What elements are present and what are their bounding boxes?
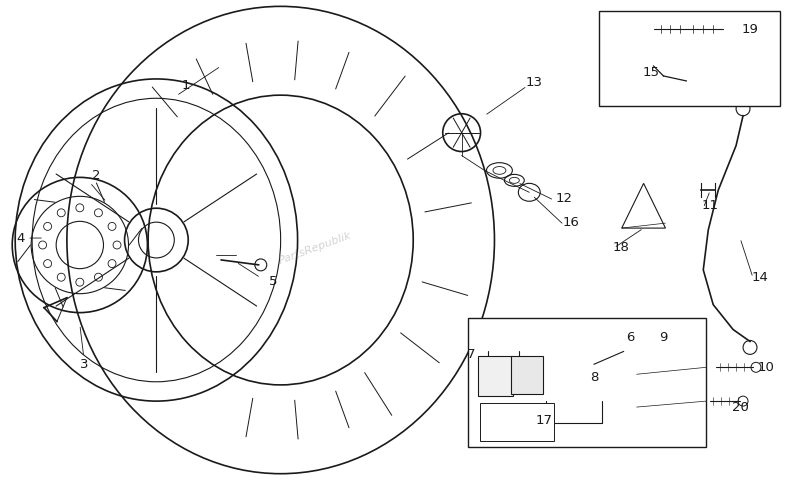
Text: 19: 19 xyxy=(742,23,758,36)
Text: 16: 16 xyxy=(562,216,579,229)
Text: 18: 18 xyxy=(612,242,629,254)
Text: PartsRepublik: PartsRepublik xyxy=(278,230,354,266)
Text: 6: 6 xyxy=(626,331,635,344)
FancyBboxPatch shape xyxy=(599,11,780,106)
Text: 1: 1 xyxy=(182,79,190,93)
Text: 20: 20 xyxy=(732,401,749,414)
Text: 10: 10 xyxy=(758,361,774,374)
Text: 9: 9 xyxy=(659,331,668,344)
Text: 15: 15 xyxy=(642,67,659,79)
Text: 14: 14 xyxy=(751,271,768,284)
Text: 4: 4 xyxy=(16,232,24,245)
Text: 11: 11 xyxy=(702,199,718,212)
Text: 17: 17 xyxy=(536,415,553,427)
FancyBboxPatch shape xyxy=(468,318,706,447)
Text: 3: 3 xyxy=(79,358,88,371)
Text: 2: 2 xyxy=(93,169,101,182)
Text: 13: 13 xyxy=(526,76,542,89)
Text: 12: 12 xyxy=(555,192,573,205)
FancyBboxPatch shape xyxy=(478,356,514,396)
FancyBboxPatch shape xyxy=(479,403,554,441)
FancyBboxPatch shape xyxy=(511,356,543,394)
Text: 8: 8 xyxy=(590,371,598,384)
Text: 7: 7 xyxy=(467,348,476,361)
Text: 5: 5 xyxy=(269,275,277,288)
